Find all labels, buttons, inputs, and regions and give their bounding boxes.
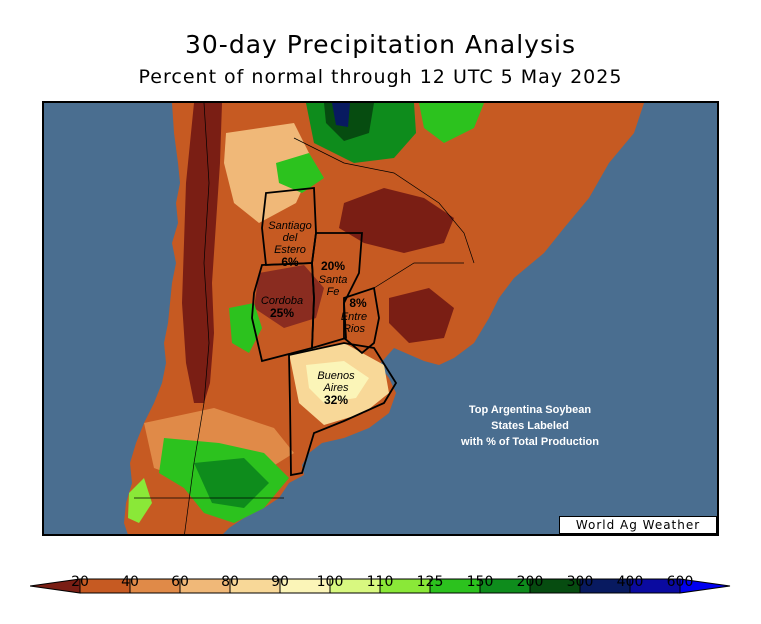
map-title: 30-day Precipitation Analysis [185, 30, 576, 59]
legend-tick-label: 40 [121, 574, 139, 590]
legend-tick-label: 100 [316, 574, 344, 590]
legend-tick-label: 200 [516, 574, 544, 590]
legend-arrow-high [679, 578, 731, 594]
state-name-line: del [283, 232, 298, 244]
legend-tick-label: 20 [71, 574, 89, 590]
label-santa-fe: 20% Santa Fe [319, 259, 348, 298]
legend-tick-label: 60 [171, 574, 189, 590]
province-borders [251, 187, 398, 477]
legend-tick-label: 90 [271, 574, 289, 590]
country-borders [134, 103, 475, 534]
andes-dry-band [182, 103, 222, 403]
wet-paraguay-deep [332, 103, 350, 127]
map-subtitle: Percent of normal through 12 UTC 5 May 2… [138, 66, 623, 88]
state-name-line: Rios [343, 323, 366, 335]
legend-tick-label: 80 [221, 574, 239, 590]
wet-south-core [194, 458, 269, 508]
legend-tick-label: 600 [666, 574, 694, 590]
state-name-line: Fe [327, 286, 340, 298]
state-name-line: Buenos [317, 370, 355, 382]
state-name-line: Santa [319, 274, 348, 286]
wet-patch-west [229, 303, 262, 353]
border-buenos-aires [288, 342, 398, 477]
note-line: Top Argentina Soybean [468, 404, 592, 416]
note-line: with % of Total Production [461, 436, 599, 448]
legend-tick-label: 110 [366, 574, 394, 590]
wet-entre-rios [276, 153, 324, 193]
state-name-line: Aires [322, 382, 349, 394]
credit-label: World Ag Weather [559, 516, 717, 534]
state-percent: 25% [270, 306, 294, 320]
state-percent: 20% [321, 259, 345, 273]
pale-buenos-aires [306, 361, 369, 403]
dry-east [389, 288, 454, 343]
light-north-west [224, 123, 314, 223]
dry-north [339, 188, 454, 253]
wet-coast [128, 478, 152, 523]
dry-cordoba [254, 265, 324, 328]
label-santiago-del-estero: Santiago del Estero 6% [268, 220, 311, 269]
precipitation-map: Santiago del Estero 6% 20% Santa Fe Cord… [42, 101, 719, 536]
label-cordoba: Cordoba 25% [261, 295, 303, 320]
map-svg: Santiago del Estero 6% 20% Santa Fe Cord… [44, 103, 717, 534]
legend-tick-label: 150 [466, 574, 494, 590]
border-cordoba [251, 262, 315, 363]
legend-tick-label: 400 [616, 574, 644, 590]
state-name-line: Cordoba [261, 295, 303, 307]
state-name-line: Santiago [268, 220, 311, 232]
color-legend [30, 578, 731, 594]
state-percent: 32% [324, 393, 348, 407]
label-buenos-aires: Buenos Aires 32% [317, 370, 355, 407]
state-percent: 8% [349, 296, 367, 310]
legend-tick-label: 300 [566, 574, 594, 590]
state-name-line: Entre [341, 311, 367, 323]
production-note: Top Argentina Soybean States Labeled wit… [440, 402, 620, 450]
label-entre-rios: 8% Entre Rios [341, 296, 367, 335]
wet-north-east [419, 103, 484, 143]
state-percent: 6% [281, 255, 299, 269]
state-name-line: Estero [274, 244, 306, 256]
legend-tick-label: 125 [416, 574, 444, 590]
note-line: States Labeled [491, 420, 569, 432]
